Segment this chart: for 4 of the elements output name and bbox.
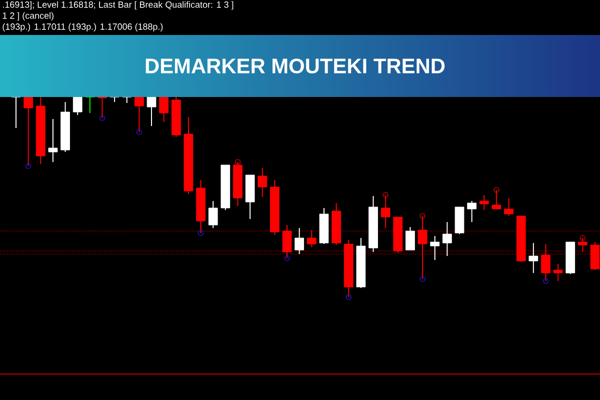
- text: .16913]; Level 1.16818; Last Bar [ Break Qualificator: 1 3 ]: [3, 1, 234, 10]
- text: (193p.) 1.17011 (193p.) 1.17006 (188p.): [2, 23, 163, 32]
- text: 1 2 ] (cancel): [2, 12, 54, 21]
- chart-title: DEMARKER MOUTEKI TREND: [146, 58, 445, 74]
